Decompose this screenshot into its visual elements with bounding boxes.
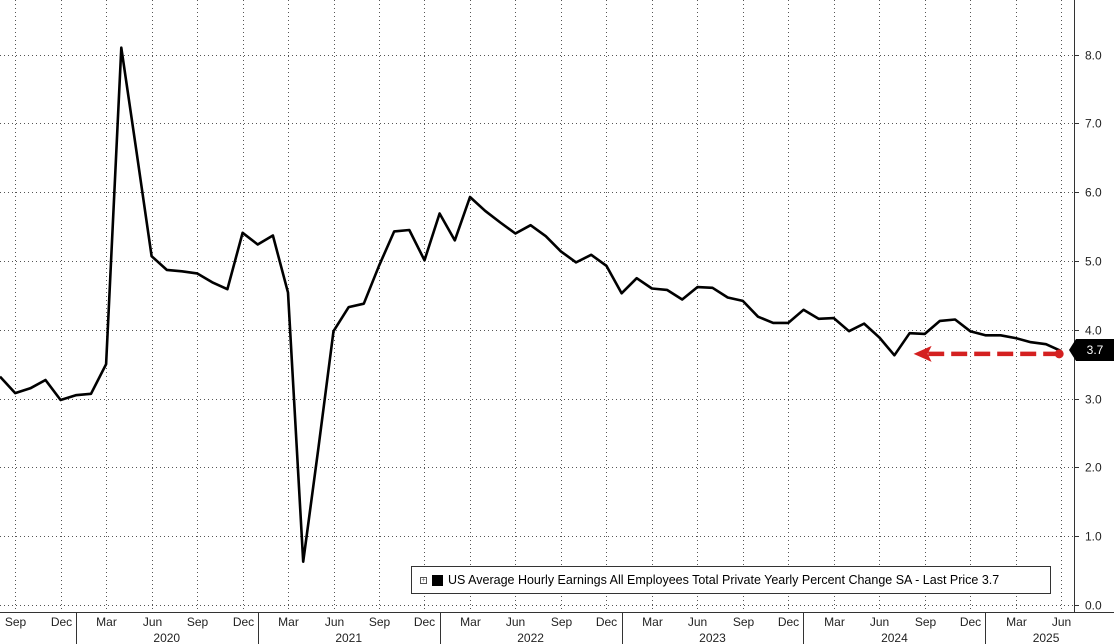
x-tick-label: Sep	[369, 615, 391, 629]
x-year-label: 2020	[153, 631, 180, 644]
legend[interactable]: + US Average Hourly Earnings All Employe…	[411, 566, 1051, 594]
annotation-dot	[1054, 349, 1064, 359]
x-year-label: 2022	[517, 631, 544, 644]
y-tick-label: 7.0	[1085, 117, 1102, 131]
x-tick-label: Mar	[1006, 615, 1027, 629]
x-tick-label: Jun	[870, 615, 889, 629]
grid-lines	[0, 0, 1074, 612]
x-tick-label: Mar	[96, 615, 117, 629]
series-group	[0, 46, 1062, 564]
legend-label: US Average Hourly Earnings All Employees…	[448, 573, 1000, 587]
legend-toggle-icon[interactable]: +	[420, 576, 427, 584]
x-year-label: 2025	[1033, 631, 1060, 644]
x-tick-label: Jun	[325, 615, 344, 629]
x-axis-ticks: Sep Dec Mar Jun Sep Dec Mar Jun Sep Dec Mar Jun Sep D…	[5, 612, 1071, 644]
annotation-group	[913, 345, 1064, 362]
annotation-arrowhead	[913, 345, 932, 362]
x-tick-label: Jun	[688, 615, 707, 629]
y-tick-label: 1.0	[1085, 530, 1102, 544]
y-tick-label: 4.0	[1085, 324, 1102, 338]
last-value-badge: 3.7	[1069, 339, 1114, 361]
x-tick-label: Dec	[596, 615, 617, 629]
x-tick-label: Dec	[778, 615, 799, 629]
x-tick-label: Mar	[278, 615, 299, 629]
x-year-label: 2021	[335, 631, 362, 644]
y-tick-label: 2.0	[1085, 461, 1102, 475]
x-tick-label: Dec	[51, 615, 72, 629]
x-tick-label: Mar	[460, 615, 481, 629]
x-tick-label: Dec	[414, 615, 435, 629]
x-tick-label: Dec	[960, 615, 981, 629]
x-tick-label: Dec	[233, 615, 254, 629]
y-tick-label: 6.0	[1085, 186, 1102, 200]
series-line	[0, 46, 1062, 564]
y-tick-label: 8.0	[1085, 49, 1102, 63]
legend-swatch	[432, 574, 443, 586]
x-year-label: 2024	[881, 631, 908, 644]
y-tick-label: 0.0	[1085, 599, 1102, 613]
x-tick-label: Sep	[733, 615, 755, 629]
x-tick-label: Mar	[824, 615, 845, 629]
y-axis-ticks: 0.0 1.0 2.0 3.0 4.0 5.0 6.0 7.0 8.0	[1074, 49, 1102, 613]
y-tick-label: 3.0	[1085, 393, 1102, 407]
x-tick-label: Sep	[915, 615, 937, 629]
x-year-label: 2023	[699, 631, 726, 644]
x-tick-label: Jun	[506, 615, 525, 629]
x-tick-label: Sep	[551, 615, 573, 629]
y-tick-label: 5.0	[1085, 255, 1102, 269]
x-tick-label: Sep	[187, 615, 209, 629]
x-tick-label: Jun	[1052, 615, 1071, 629]
x-tick-label: Mar	[642, 615, 663, 629]
x-tick-label: Sep	[5, 615, 27, 629]
x-tick-label: Jun	[143, 615, 162, 629]
